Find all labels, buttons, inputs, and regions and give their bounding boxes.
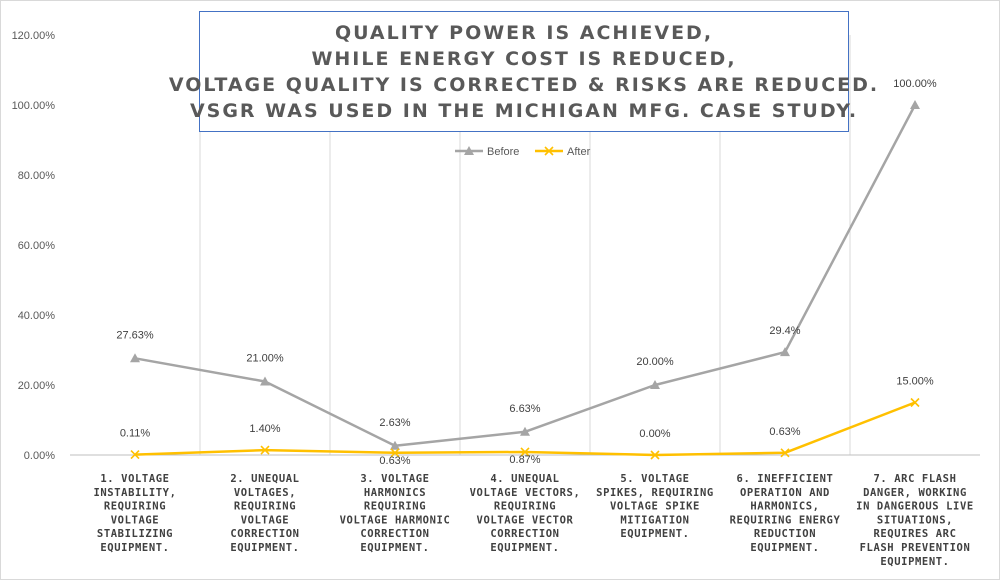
title-line-2: WHILE ENERGY COST IS REDUCED, [311,47,737,70]
data-label-after: 15.00% [896,376,934,388]
data-label-after: 0.11% [120,428,151,440]
legend-label-before: Before [487,146,519,158]
x-category-label-line: CORRECTION [230,528,299,540]
x-category-label-line: VOLTAGE HARMONIC [340,514,451,526]
x-category-label: 7. ARC FLASH DANGER, WORKING IN DANGEROUS … [856,473,974,568]
x-category-label-line: HARMONICS [364,487,426,499]
x-category-label: 2. UNEQUAL VOLTAGES, REQUIRING VOLTAGE CORRE… [230,473,299,554]
data-label-before: 2.63% [379,417,410,429]
x-category-label-line: REQUIRING [494,501,556,513]
y-tick-label: 60.00% [18,240,56,252]
x-category-label-line: EQUIPMENT. [750,542,819,554]
x-category-label-line: VOLTAGE SPIKE [610,501,700,513]
x-category-label-line: REDUCTION [754,528,816,540]
x-category-label-line: CORRECTION [360,528,429,540]
x-category-label: 3. VOLTAGE HARMONICS REQUIRING VOLTAGE HARM… [340,473,451,554]
data-label-after: 1.40% [249,423,280,435]
x-category-label-line: 5. VOLTAGE [620,473,689,485]
x-category-label-line: 1. VOLTAGE [100,473,169,485]
x-category-label-line: VOLTAGE VECTOR [477,514,574,526]
legend-label-after: After [567,146,591,158]
data-label-after: 0.87% [509,454,540,466]
x-category-label: 1. VOLTAGE INSTABILITY, REQUIRING VOLTAGE ST… [93,473,176,554]
x-category-label-line: VOLTAGE [111,514,159,526]
x-category-label-line: DANGER, WORKING [863,487,967,499]
data-label-after: 0.00% [639,428,670,440]
data-point-before [390,440,400,450]
data-point-before [520,426,530,436]
data-point-before [260,376,270,386]
x-category-label-line: MITIGATION [620,514,689,526]
x-category-label-line: CORRECTION [490,528,559,540]
y-tick-label: 100.00% [12,100,56,112]
data-label-before: 21.00% [246,353,284,365]
x-category-label-line: VOLTAGES, [234,487,296,499]
x-category-label: 4. UNEQUAL VOLTAGE VECTORS, REQUIRING VOLTA… [470,473,581,554]
data-point-after [520,447,530,457]
x-category-label-line: HARMONICS, [750,501,819,513]
x-category-label-line: SPIKES, REQUIRING [596,487,714,499]
y-tick-label: 40.00% [18,310,56,322]
data-point-after [650,450,660,460]
x-category-label: 5. VOLTAGE SPIKES, REQUIRING VOLTAGE SPIKE… [596,473,714,540]
title-line-4: VSGR WAS USED IN THE MICHIGAN MFG. CASE … [189,99,859,122]
x-category-label-line: EQUIPMENT. [100,542,169,554]
series-line-before [134,104,917,448]
x-category-label-line: 2. UNEQUAL [230,473,299,485]
data-point-after [390,448,400,458]
data-label-before: 6.63% [509,403,540,415]
data-point-after [130,450,140,460]
x-category-label-line: REQUIRES ARC [873,528,956,540]
x-category-label-line: VOLTAGE [241,514,289,526]
legend-marker-before [464,146,474,155]
data-point-after [910,397,920,408]
data-point-before [910,100,920,109]
x-category-label-line: OPERATION AND [740,487,830,499]
x-category-label-line: FLASH PREVENTION [860,542,971,554]
data-label-before: 27.63% [116,329,154,341]
chart-title: QUALITY POWER IS ACHIEVED, WHILE ENERGY … [169,11,877,132]
x-category-label-line: REQUIRING [104,501,166,513]
data-label-after: 0.63% [769,426,800,438]
data-point-after [260,445,270,455]
y-tick-label: 80.00% [18,170,56,182]
y-tick-label: 20.00% [18,380,56,392]
x-category-label-line: REQUIRING [364,501,426,513]
x-category-label-line: 6. INEFFICIENT [737,473,834,485]
x-category-label-line: EQUIPMENT. [880,556,949,568]
x-category-label-line: EQUIPMENT. [230,542,299,554]
x-category-label-line: 3. VOLTAGE [360,473,429,485]
data-point-before [650,380,660,389]
x-category-label-line: EQUIPMENT. [490,542,559,554]
data-label-before: 29.4% [769,325,800,337]
data-point-after [780,448,790,458]
x-category-label-line: EQUIPMENT. [620,528,689,540]
x-category-label-line: VOLTAGE VECTORS, [470,487,581,499]
data-label-after: 0.63% [379,455,410,467]
data-point-before [780,347,790,357]
y-tick-label: 0.00% [24,450,55,462]
data-label-before: 20.00% [636,356,674,368]
x-category-label-line: SITUATIONS, [877,514,953,526]
x-category-label-line: 7. ARC FLASH [873,473,956,485]
data-label-before: 100.00% [893,78,937,90]
x-category-label-line: STABILIZING [97,528,173,540]
x-category-label-line: EQUIPMENT. [360,542,429,554]
y-tick-label: 120.00% [12,30,56,42]
x-category-label-line: REQUIRING ENERGY [730,514,841,526]
data-point-before [130,353,140,363]
x-category-label: 6. INEFFICIENT OPERATION AND HARMONICS, REQ… [730,473,841,554]
x-category-label-line: IN DANGEROUS LIVE [856,501,974,513]
legend-marker-after [544,146,554,156]
x-category-label-line: REQUIRING [234,501,296,513]
title-line-1: QUALITY POWER IS ACHIEVED, [334,21,714,44]
title-line-3: VOLTAGE QUALITY IS CORRECTED & RISKS ARE… [168,73,880,96]
x-category-label-line: 4. UNEQUAL [490,473,559,485]
x-category-label-line: INSTABILITY, [93,487,176,499]
